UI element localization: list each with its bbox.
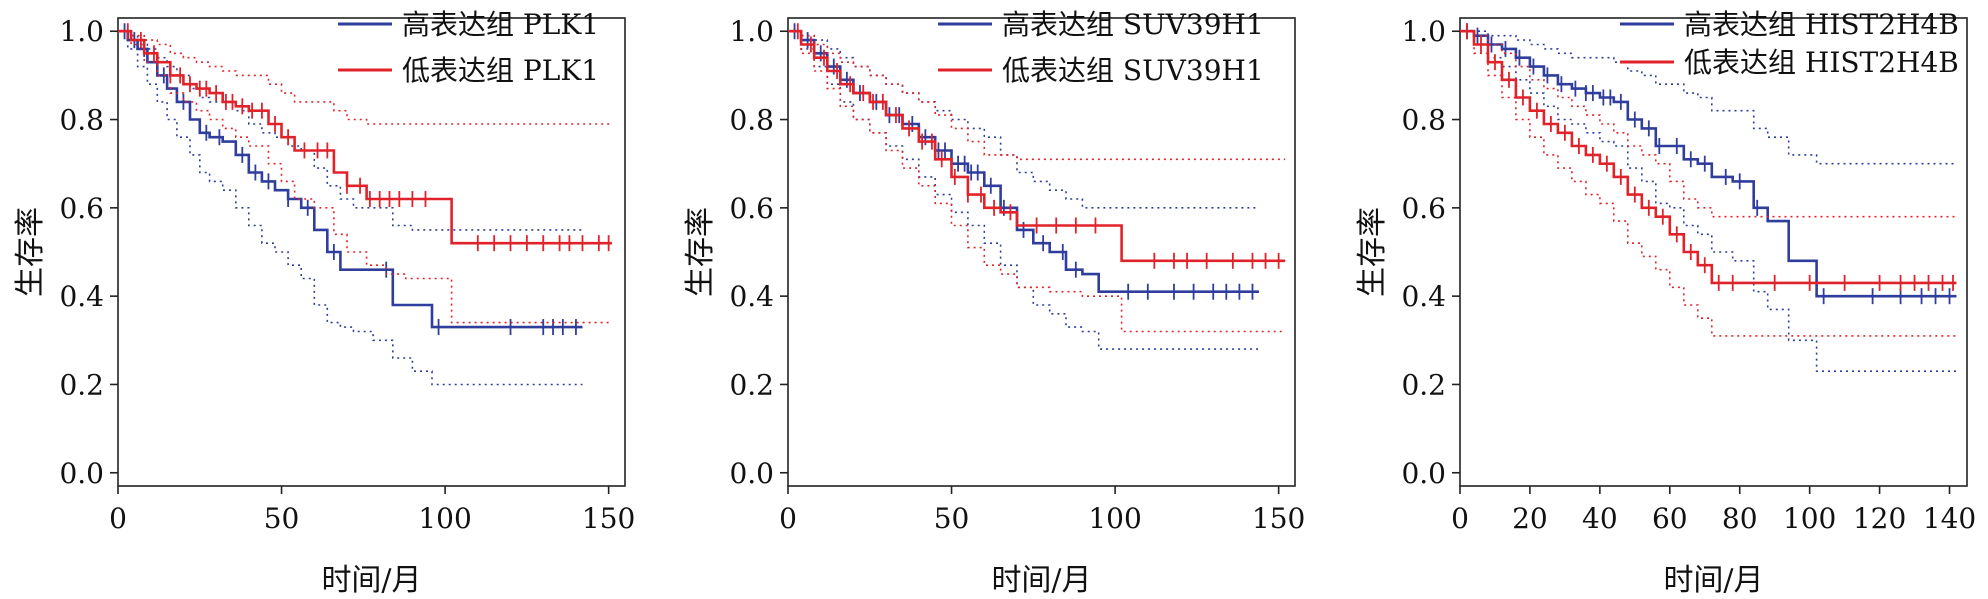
y-tick-label: 0.6 (59, 192, 104, 225)
x-tick-label: 0 (109, 502, 127, 535)
x-tick-label: 150 (1252, 502, 1305, 535)
x-tick-label: 80 (1722, 502, 1758, 535)
x-tick-label: 140 (1923, 502, 1976, 535)
x-tick-label: 50 (264, 502, 300, 535)
y-tick-label: 0.6 (729, 192, 774, 225)
plot-frame (787, 17, 1296, 487)
x-tick-label: 0 (779, 502, 797, 535)
legend-label: 低表达组 HIST2H4B (1684, 46, 1959, 79)
survival-curve (1460, 29, 1957, 285)
ci-lower-line (788, 30, 1259, 350)
y-tick-label: 1.0 (59, 15, 104, 48)
y-tick-label: 0.0 (59, 457, 104, 490)
x-tick-label: 40 (1582, 502, 1618, 535)
x-tick-label: 150 (582, 502, 635, 535)
km-panel-1: 0.0 0.2 0.4 0.6 0.8 1.0 0 50 100 150 时间/月 生存率 高表达组 P… (13, 8, 635, 598)
y-axis-title: 生存率 (1355, 207, 1390, 297)
x-tick-label: 100 (418, 502, 471, 535)
ci-lower-line (118, 30, 583, 386)
legend-label: 高表达组 SUV39H1 (1002, 8, 1264, 41)
series-low (788, 23, 1286, 333)
x-tick-label: 60 (1652, 502, 1688, 535)
ci-lower-line (1460, 30, 1957, 372)
y-tick-label: 1.0 (729, 15, 774, 48)
ci-upper-line (788, 30, 1259, 209)
survival-curve (788, 29, 1259, 293)
x-axis-title: 时间/月 (321, 563, 421, 598)
series-low (1460, 23, 1957, 337)
ci-upper-line (1460, 30, 1957, 218)
ci-upper-line (118, 30, 612, 125)
km-panel-2: 0.0 0.2 0.4 0.6 0.8 1.0 0 50 100 150 时间/月 生存率 高表达组 S… (683, 8, 1305, 598)
y-tick-label: 0.2 (729, 368, 774, 401)
x-tick-label: 120 (1853, 502, 1906, 535)
x-tick-label: 100 (1783, 502, 1836, 535)
y-tick-label: 0.6 (1401, 192, 1446, 225)
x-axis-title: 时间/月 (1663, 563, 1763, 598)
y-tick-label: 0.2 (59, 368, 104, 401)
y-tick-label: 1.0 (1401, 15, 1446, 48)
legend-label: 低表达组 SUV39H1 (1002, 54, 1264, 87)
km-panel-3: 0.0 0.2 0.4 0.6 0.8 1.0 0 20 40 60 80 100 120 140 时间/月… (1355, 8, 1976, 598)
ci-upper-line (118, 30, 583, 231)
series-low (118, 23, 612, 324)
legend-label: 高表达组 PLK1 (402, 8, 599, 41)
legend-label: 低表达组 PLK1 (402, 54, 599, 87)
x-tick-label: 20 (1512, 502, 1548, 535)
y-tick-label: 0.0 (729, 457, 774, 490)
x-tick-label: 0 (1451, 502, 1469, 535)
y-tick-label: 0.8 (59, 104, 104, 137)
plot-frame (117, 17, 626, 487)
y-tick-label: 0.4 (59, 280, 104, 313)
x-axis-title: 时间/月 (991, 563, 1091, 598)
legend-label: 高表达组 HIST2H4B (1684, 8, 1959, 41)
survival-curve (788, 29, 1286, 263)
y-axis-title: 生存率 (683, 207, 718, 297)
plot-frame (1459, 17, 1968, 487)
x-tick-label: 50 (934, 502, 970, 535)
y-tick-label: 0.8 (1401, 104, 1446, 137)
y-tick-label: 0.4 (729, 280, 774, 313)
y-tick-label: 0.8 (729, 104, 774, 137)
x-tick-label: 100 (1088, 502, 1141, 535)
y-axis-title: 生存率 (13, 207, 48, 297)
y-tick-label: 0.0 (1401, 457, 1446, 490)
y-tick-label: 0.4 (1401, 280, 1446, 313)
y-tick-label: 0.2 (1401, 368, 1446, 401)
survival-curve (118, 29, 612, 245)
